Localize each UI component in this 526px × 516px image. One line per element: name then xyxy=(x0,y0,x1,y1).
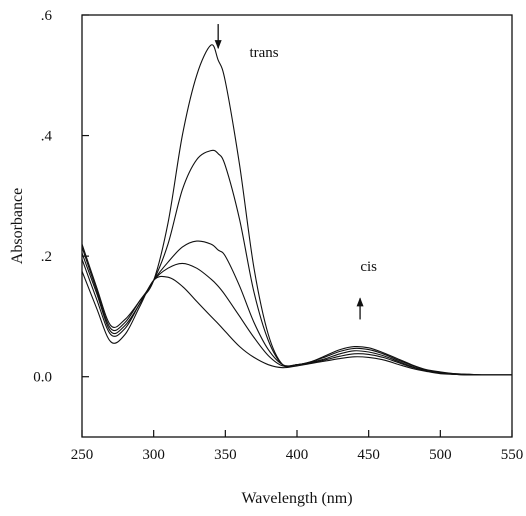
cis-label: cis xyxy=(360,259,377,275)
annotation-group: trans cis xyxy=(214,24,377,320)
x-tick-label: 250 xyxy=(71,447,94,463)
x-tick-label: 300 xyxy=(142,447,165,463)
spectrum-line-3 xyxy=(81,240,512,376)
spectrum-line-4 xyxy=(81,259,512,376)
x-tick-label: 350 xyxy=(214,447,237,463)
y-tick-label: .6 xyxy=(41,8,53,24)
trans-decrease-arrow xyxy=(214,24,222,50)
y-axis-title: Absorbance xyxy=(9,188,26,264)
x-tick-label: 550 xyxy=(501,447,524,463)
y-tick-label: .2 xyxy=(41,249,52,265)
spectrum-line-1 xyxy=(81,44,512,376)
y-tick-label: .4 xyxy=(41,129,53,145)
x-axis-title: Wavelength (nm) xyxy=(241,490,352,507)
x-tick-label: 450 xyxy=(357,447,380,463)
y-tick-label: 0.0 xyxy=(33,370,52,386)
series-group xyxy=(81,44,512,376)
x-tick-label: 400 xyxy=(286,447,309,463)
x-tick-label: 500 xyxy=(429,447,452,463)
cis-increase-arrow xyxy=(356,297,364,320)
axis-ticks: 250 300 350 400 450 500 550 0.0 .2 .4 .6 xyxy=(33,8,523,463)
trans-label: trans xyxy=(249,45,278,61)
spectrum-line-2 xyxy=(81,149,512,376)
spectrum-line-5 xyxy=(81,270,512,376)
